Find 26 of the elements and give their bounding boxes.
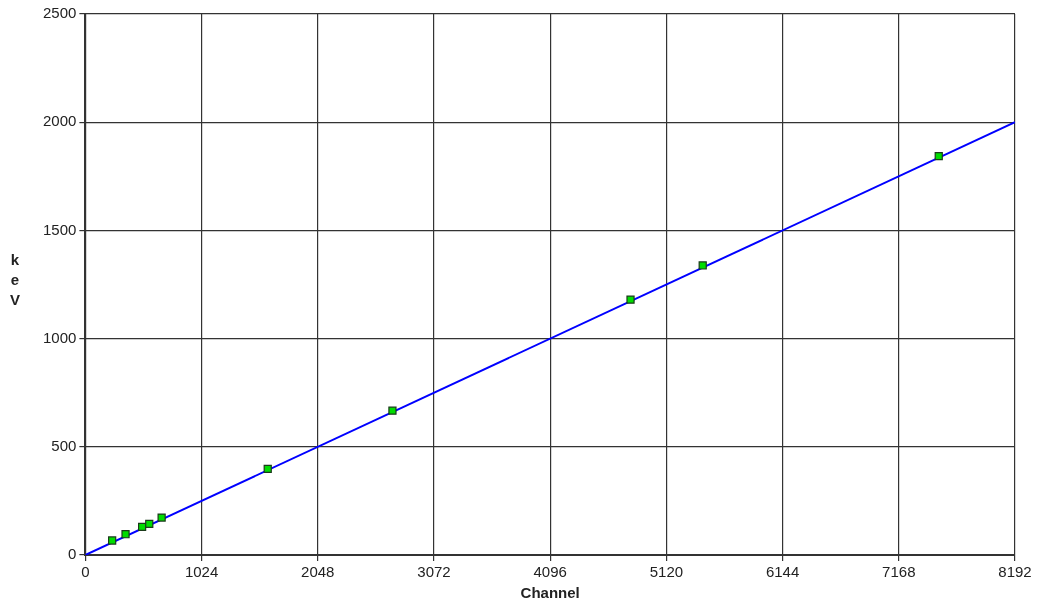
y-tick-label: 2000	[42, 112, 77, 130]
x-tick-label: 2048	[301, 563, 335, 581]
point	[626, 295, 635, 304]
point	[108, 536, 117, 545]
y-tick-label: 1000	[42, 328, 77, 346]
y-tick-label: 500	[51, 436, 77, 454]
point	[145, 519, 154, 528]
x-tick-label: 0	[81, 563, 90, 581]
x-tick-label: 3072	[417, 563, 451, 581]
x-tick-label: 1024	[184, 563, 219, 581]
x-axis-title: Channel	[520, 584, 580, 602]
point	[388, 406, 397, 415]
x-tick-label: 6144	[765, 563, 800, 581]
y-tick-label: 0	[68, 545, 77, 563]
x-tick-label: 5120	[649, 563, 684, 581]
point	[263, 464, 272, 474]
x-tick-label: 8192	[998, 563, 1032, 581]
y-axis-title: keV	[9, 250, 21, 310]
x-tick-label: 4096	[533, 563, 567, 581]
y-tick-label: 1500	[42, 220, 77, 238]
point	[698, 261, 707, 270]
point	[121, 530, 130, 539]
x-tick-label: 7168	[882, 563, 916, 581]
point	[934, 152, 943, 161]
y-tick-label: 2500	[42, 4, 77, 22]
point	[157, 513, 166, 522]
